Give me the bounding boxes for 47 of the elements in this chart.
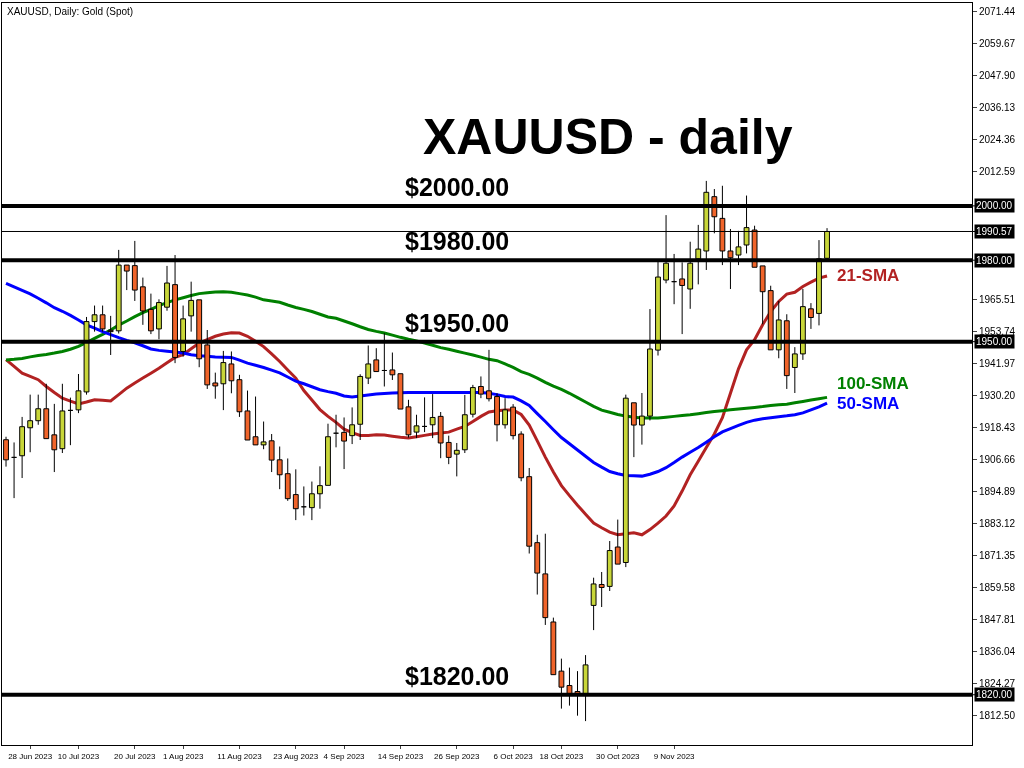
x-tick-label: 11 Aug 2023 bbox=[217, 751, 263, 761]
ref-line-label: $2000.00 bbox=[405, 173, 510, 201]
y-tick-label: 2036.13 bbox=[979, 102, 1016, 114]
y-tick-label: 1941.97 bbox=[979, 357, 1016, 369]
series-label: 100-SMA bbox=[837, 374, 909, 393]
y-tick-label: 1824.27 bbox=[979, 677, 1016, 689]
y-tick-label: 1906.66 bbox=[979, 453, 1016, 465]
ref-line-label: $1980.00 bbox=[405, 227, 510, 255]
series-label: 50-SMA bbox=[837, 394, 900, 413]
y-tick-label: 1965.51 bbox=[979, 294, 1016, 306]
x-tick-label: 9 Nov 2023 bbox=[653, 751, 696, 761]
y-tick-label: 2047.90 bbox=[979, 70, 1016, 82]
y-tick-label: 1918.43 bbox=[979, 421, 1016, 433]
x-tick-label: 1 Aug 2023 bbox=[162, 751, 204, 761]
text: XAUUSD - daily bbox=[423, 109, 793, 165]
y-tick-label: 1820.00 bbox=[976, 689, 1013, 700]
x-tick-label: 4 Sep 2023 bbox=[323, 751, 366, 761]
y-tick-label: 1847.81 bbox=[979, 613, 1016, 625]
x-tick-label: 28 Jun 2023 bbox=[8, 751, 53, 761]
y-tick-label: 1950.00 bbox=[976, 336, 1013, 347]
ref-line-label: $1820.00 bbox=[405, 662, 510, 690]
y-tick-label: 1930.20 bbox=[979, 389, 1016, 401]
y-tick-label: 1894.89 bbox=[979, 485, 1016, 497]
y-tick-label: 1859.58 bbox=[979, 581, 1016, 593]
y-tick-label: 2024.36 bbox=[979, 134, 1016, 146]
x-tick-label: 14 Sep 2023 bbox=[377, 751, 424, 761]
y-tick-label: 1883.12 bbox=[979, 517, 1016, 529]
y-tick-label: 1871.35 bbox=[979, 549, 1016, 561]
x-tick-label: 18 Oct 2023 bbox=[539, 751, 584, 761]
x-tick-label: 23 Aug 2023 bbox=[273, 751, 319, 761]
x-tick-label: 6 Oct 2023 bbox=[493, 751, 534, 761]
series-label: 21-SMA bbox=[837, 266, 900, 285]
chart-subtitle: XAUUSD, Daily: Gold (Spot) bbox=[7, 6, 134, 17]
x-tick-label: 20 Jul 2023 bbox=[114, 751, 157, 761]
y-tick-label: 2071.44 bbox=[979, 6, 1016, 18]
y-tick-label: 2012.59 bbox=[979, 166, 1016, 178]
x-tick-label: 26 Sep 2023 bbox=[434, 751, 481, 761]
ref-line-label: $1950.00 bbox=[405, 309, 510, 337]
y-tick-label: 1990.57 bbox=[976, 226, 1013, 237]
y-tick-label: 1836.04 bbox=[979, 645, 1016, 657]
x-tick-label: 30 Oct 2023 bbox=[595, 751, 641, 761]
y-tick-label: 2059.67 bbox=[979, 38, 1016, 50]
x-tick-label: 10 Jul 2023 bbox=[57, 751, 100, 761]
y-tick-label: 2000.00 bbox=[976, 200, 1013, 211]
y-tick-label: 1980.00 bbox=[976, 255, 1013, 266]
y-tick-label: 1812.50 bbox=[979, 709, 1016, 721]
y-tick-label: 1953.74 bbox=[979, 326, 1016, 338]
